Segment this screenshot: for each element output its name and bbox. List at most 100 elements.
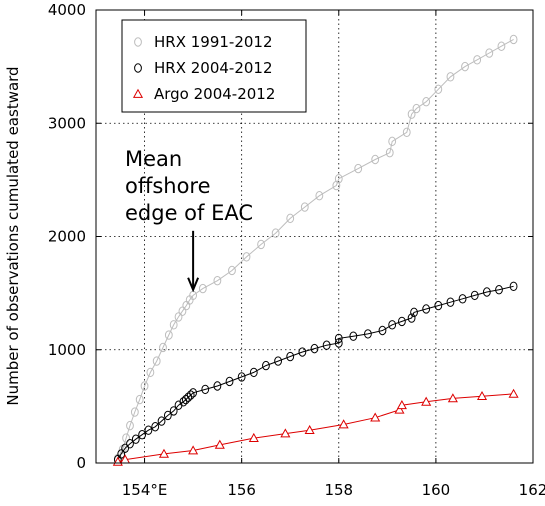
- data-point: [410, 307, 418, 318]
- y-tick-label: 4000: [48, 1, 86, 19]
- data-point: [461, 61, 469, 72]
- y-tick-label: 3000: [48, 114, 86, 132]
- data-point: [257, 239, 265, 250]
- data-point: [476, 390, 488, 401]
- data-point: [169, 320, 178, 330]
- y-tick-label: 0: [76, 454, 86, 472]
- x-tick-label: 160: [422, 481, 451, 499]
- data-point: [181, 394, 190, 405]
- data-point: [158, 448, 170, 458]
- data-point: [146, 367, 155, 378]
- data-point: [122, 433, 131, 443]
- data-point: [298, 347, 307, 357]
- data-point: [213, 275, 222, 286]
- y-tick-label: 1000: [48, 341, 86, 359]
- data-point: [398, 316, 406, 327]
- data-point: [271, 228, 280, 238]
- data-point: [126, 420, 134, 431]
- data-point: [473, 55, 482, 65]
- series-line: [117, 38, 514, 459]
- data-point: [315, 191, 324, 201]
- x-tick-label: 162: [519, 481, 545, 499]
- data-point: [495, 285, 503, 295]
- data-point: [188, 445, 199, 455]
- data-point: [334, 333, 343, 344]
- legend-label: HRX 1991-2012: [154, 33, 273, 51]
- data-point: [364, 329, 372, 339]
- data-point: [354, 163, 363, 174]
- data-point: [117, 449, 126, 459]
- data-point: [228, 265, 236, 276]
- data-point: [485, 48, 494, 58]
- legend-marker: [134, 63, 142, 73]
- annotation-text: offshore: [125, 174, 211, 198]
- data-point: [237, 372, 246, 382]
- data-point: [509, 34, 518, 45]
- data-point: [446, 72, 455, 82]
- data-point: [446, 297, 455, 307]
- data-point: [447, 393, 458, 403]
- data-point: [286, 213, 295, 224]
- y-tick-label: 2000: [48, 228, 86, 246]
- series-line: [117, 285, 514, 460]
- annotation-text: edge of EAC: [125, 201, 253, 225]
- data-point: [458, 294, 467, 304]
- data-point: [421, 396, 432, 406]
- data-point: [138, 429, 147, 440]
- data-point: [163, 410, 172, 421]
- data-point: [334, 174, 343, 184]
- data-point: [304, 424, 315, 435]
- data-point: [434, 84, 443, 94]
- data-point: [157, 416, 166, 426]
- data-point: [201, 384, 210, 395]
- data-point: [159, 342, 167, 353]
- series-argo-2004-2012: [112, 388, 519, 466]
- data-point: [508, 388, 519, 398]
- data-point: [497, 41, 506, 51]
- annotation-arrow-head: [187, 277, 200, 293]
- data-point: [174, 312, 183, 322]
- data-point: [152, 356, 161, 366]
- data-point: [334, 338, 343, 348]
- data-point: [169, 406, 178, 416]
- data-point: [396, 400, 407, 410]
- data-point: [385, 147, 394, 158]
- grid: [96, 10, 533, 463]
- data-point: [470, 290, 479, 301]
- data-point: [242, 252, 251, 262]
- legend-label: Argo 2004-2012: [154, 85, 275, 103]
- data-point: [394, 404, 405, 414]
- data-point: [407, 109, 416, 119]
- data-point: [422, 97, 431, 107]
- legend-box: [121, 19, 307, 113]
- annotation-text: Mean: [125, 147, 182, 171]
- data-point: [338, 419, 349, 429]
- data-point: [225, 376, 234, 387]
- series-hrx-1991-2012: [113, 34, 518, 464]
- data-point: [310, 343, 319, 354]
- data-point: [178, 306, 187, 316]
- data-point: [274, 356, 282, 366]
- data-point: [126, 439, 134, 449]
- data-point: [322, 340, 331, 350]
- data-point: [407, 313, 416, 323]
- series-hrx-2004-2012: [113, 281, 518, 465]
- x-tick-label: 158: [324, 481, 353, 499]
- data-point: [388, 136, 397, 147]
- data-point: [144, 425, 153, 435]
- data-point: [186, 390, 195, 400]
- data-point: [482, 287, 491, 297]
- data-point: [130, 407, 139, 417]
- ticks: 154°E 156 158 160 162 0 1000 2000 3000 4000: [48, 1, 545, 499]
- data-point: [412, 103, 421, 114]
- data-point: [164, 330, 173, 340]
- data-point: [402, 127, 411, 138]
- data-point: [262, 360, 270, 371]
- legend: HRX 1991-2012 HRX 2004-2012 Argo 2004-2012: [121, 19, 307, 113]
- data-point: [135, 394, 144, 405]
- series-line: [117, 393, 514, 463]
- data-point: [249, 367, 258, 378]
- data-point: [286, 351, 295, 362]
- data-point: [198, 283, 207, 294]
